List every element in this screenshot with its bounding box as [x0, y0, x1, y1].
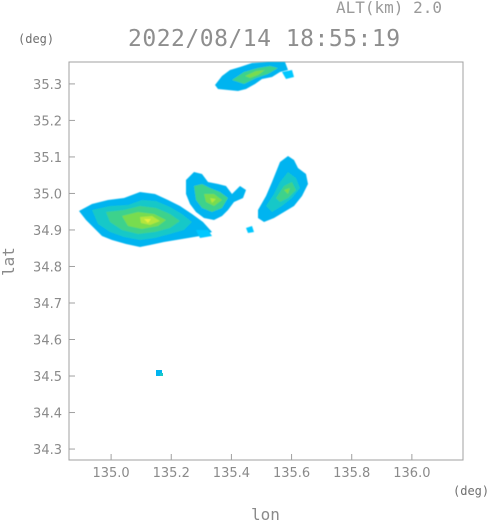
altitude-label: ALT(km) 2.0	[336, 0, 442, 17]
y-tick-label: 35.1	[33, 151, 62, 166]
echo-east-cell	[258, 156, 308, 222]
timestamp-title: 2022/08/14 18:55:19	[128, 26, 401, 52]
y-tick-label: 34.6	[33, 334, 62, 349]
echo-north-edge	[215, 62, 294, 91]
y-unit-label: (deg)	[18, 32, 55, 46]
y-axis-ticks: 34.3 34.4 34.5 34.6 34.7 34.8 34.9 35.0 35.1 35.2…	[33, 78, 75, 458]
y-axis-title: lat	[0, 247, 18, 276]
x-tick-label: 135.4	[213, 466, 250, 481]
y-tick-label: 34.8	[33, 260, 62, 275]
y-tick-label: 35.3	[33, 78, 62, 93]
x-unit-label: (deg)	[453, 484, 490, 498]
x-tick-label: 135.6	[273, 466, 310, 481]
x-tick-label: 135.8	[333, 466, 370, 481]
echo-isolated-speck	[156, 370, 163, 376]
y-tick-label: 34.3	[33, 443, 62, 458]
y-tick-label: 34.7	[33, 297, 62, 312]
x-tick-label: 135.2	[153, 466, 190, 481]
echo-west-band	[79, 192, 212, 247]
x-tick-label: 136.0	[393, 466, 430, 481]
y-tick-label: 34.4	[33, 407, 62, 422]
x-axis-title: lon	[251, 505, 280, 524]
y-tick-label: 34.9	[33, 224, 62, 239]
y-tick-label: 35.0	[33, 187, 62, 202]
x-tick-label: 135.0	[92, 466, 129, 481]
y-tick-label: 34.5	[33, 370, 62, 385]
y-tick-label: 35.2	[33, 114, 62, 129]
echo-central-cell	[186, 172, 254, 233]
x-axis-ticks: 135.0 135.2 135.4 135.6 135.8 136.0	[92, 454, 430, 481]
plot-frame	[68, 61, 464, 461]
